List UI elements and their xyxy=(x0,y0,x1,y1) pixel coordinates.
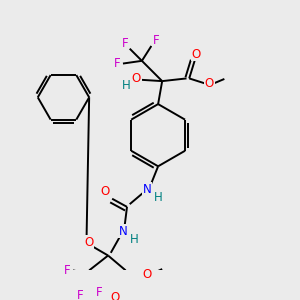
Text: F: F xyxy=(113,57,120,70)
Text: F: F xyxy=(96,286,103,299)
Text: O: O xyxy=(85,236,94,248)
Text: O: O xyxy=(191,48,201,61)
Text: N: N xyxy=(118,225,127,238)
Text: F: F xyxy=(63,264,70,277)
Text: H: H xyxy=(154,191,163,204)
Text: O: O xyxy=(110,291,119,300)
Text: O: O xyxy=(132,72,141,85)
Text: F: F xyxy=(153,34,160,47)
Text: H: H xyxy=(130,233,139,246)
Text: N: N xyxy=(143,183,152,196)
Text: H: H xyxy=(122,79,130,92)
Text: O: O xyxy=(100,185,109,198)
Text: F: F xyxy=(122,37,128,50)
Text: F: F xyxy=(76,289,83,300)
Text: O: O xyxy=(143,268,152,281)
Text: O: O xyxy=(205,77,214,90)
